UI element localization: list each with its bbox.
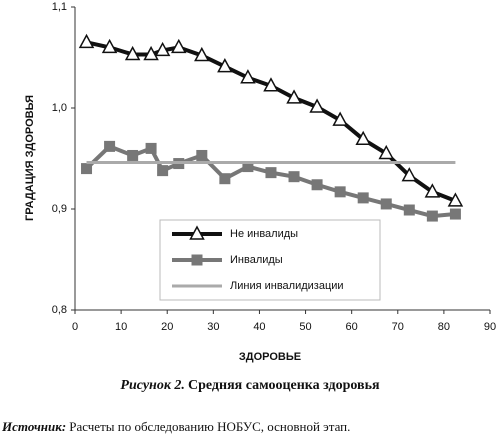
legend-label: Линия инвалидизации bbox=[230, 280, 344, 292]
y-tick-label: 0,8 bbox=[52, 304, 67, 316]
square-marker bbox=[157, 165, 169, 177]
triangle-marker bbox=[124, 45, 141, 61]
x-tick-label: 10 bbox=[115, 321, 127, 333]
x-tick-label: 60 bbox=[346, 321, 358, 333]
triangle-marker bbox=[143, 45, 159, 61]
square-marker bbox=[242, 161, 254, 173]
square-marker bbox=[196, 149, 208, 161]
source: Источник: Расчеты по обследованию НОБУС,… bbox=[1, 419, 350, 434]
square-marker bbox=[288, 171, 300, 183]
triangle-marker bbox=[378, 144, 395, 160]
triangle-marker bbox=[447, 192, 464, 207]
square-marker bbox=[334, 186, 346, 198]
caption-label: Рисунок 2. bbox=[120, 378, 185, 393]
triangle-marker bbox=[424, 183, 441, 198]
triangle-marker bbox=[194, 46, 210, 62]
square-marker bbox=[145, 142, 157, 154]
x-tick-label: 70 bbox=[392, 321, 404, 333]
legend-label: Не инвалиды bbox=[230, 228, 298, 240]
square-marker bbox=[449, 208, 461, 220]
x-axis-title: ЗДОРОВЬЕ bbox=[239, 351, 301, 363]
x-tick-label: 0 bbox=[72, 321, 78, 333]
x-tick-label: 90 bbox=[484, 321, 496, 333]
x-tick-label: 50 bbox=[299, 321, 311, 333]
triangle-marker bbox=[170, 38, 187, 54]
triangle-marker bbox=[286, 89, 302, 104]
square-marker bbox=[426, 210, 438, 222]
triangle-marker bbox=[401, 167, 418, 182]
square-marker bbox=[380, 198, 392, 210]
y-tick-label: 1,1 bbox=[52, 1, 67, 13]
triangle-marker bbox=[217, 58, 233, 73]
y-axis-title: ГРАДАЦИЯ ЗДОРОВЬЯ bbox=[24, 95, 36, 221]
triangle-marker bbox=[309, 98, 325, 113]
square-marker bbox=[403, 204, 415, 216]
triangle-marker bbox=[154, 41, 171, 57]
legend-marker bbox=[191, 254, 203, 266]
triangle-marker bbox=[78, 33, 95, 49]
legend-marker bbox=[189, 225, 205, 240]
x-tick-label: 40 bbox=[253, 321, 265, 333]
triangle-marker bbox=[355, 130, 371, 146]
caption: Рисунок 2. Средняя самооценка здоровья bbox=[120, 378, 380, 393]
triangle-marker bbox=[263, 77, 279, 92]
caption-text: Средняя самооценка здоровья bbox=[188, 378, 380, 393]
square-marker bbox=[127, 149, 139, 161]
square-marker bbox=[311, 179, 323, 191]
x-tick-label: 30 bbox=[207, 321, 219, 333]
triangle-marker bbox=[240, 69, 256, 84]
square-marker bbox=[265, 167, 277, 179]
series-line bbox=[85, 144, 456, 219]
source-text: Расчеты по обследованию НОБУС, основной … bbox=[69, 419, 350, 434]
y-tick-label: 1,0 bbox=[52, 102, 67, 114]
legend-label: Инвалиды bbox=[230, 254, 283, 266]
x-tick-label: 20 bbox=[161, 321, 173, 333]
triangle-marker bbox=[332, 111, 348, 126]
square-marker bbox=[219, 173, 231, 185]
x-tick-label: 80 bbox=[438, 321, 450, 333]
square-marker bbox=[81, 163, 93, 175]
triangle-marker bbox=[101, 38, 118, 54]
y-tick-label: 0,9 bbox=[52, 203, 67, 215]
square-marker bbox=[104, 140, 116, 152]
source-label: Источник: bbox=[1, 419, 66, 434]
square-marker bbox=[357, 192, 369, 204]
